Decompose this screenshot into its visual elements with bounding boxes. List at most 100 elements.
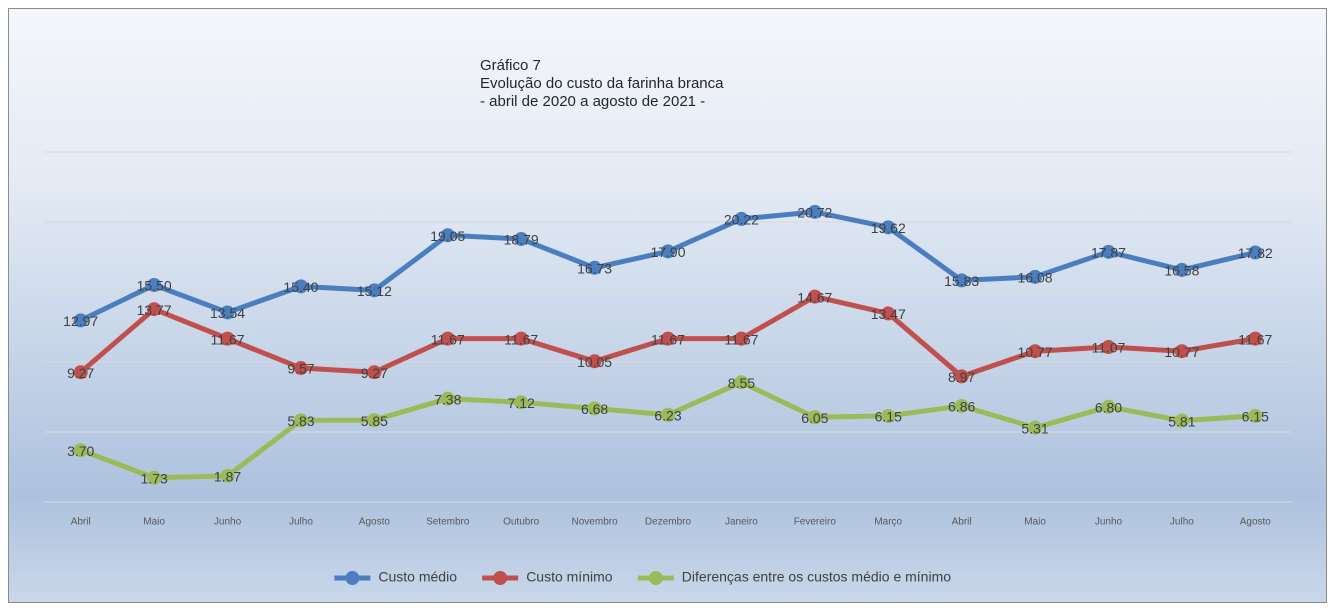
data-label: 11.67: [651, 331, 685, 347]
point-marker: [73, 365, 88, 380]
data-label: 12.97: [63, 313, 98, 329]
legend-label: Custo médio: [378, 569, 457, 585]
data-label: 15.40: [283, 279, 318, 295]
x-tick-label: Junho: [1095, 517, 1123, 528]
x-tick-label: Abril: [952, 517, 972, 528]
point-marker: [954, 398, 969, 413]
point-marker: [73, 313, 88, 328]
point-marker: [1174, 262, 1189, 277]
point-marker: [661, 407, 675, 422]
data-label: 6.86: [948, 399, 975, 415]
data-label: 17.90: [650, 244, 685, 260]
data-label: 10.77: [1164, 344, 1199, 360]
data-label: 19.62: [871, 220, 906, 236]
data-label: 20.22: [724, 212, 759, 228]
point-marker: [807, 204, 822, 219]
chart-subtitle: - abril de 2020 a agosto de 2021 -: [480, 93, 705, 110]
data-label: 5.81: [1168, 413, 1195, 429]
point-marker: [881, 220, 896, 235]
point-marker: [807, 289, 822, 304]
data-label: 14.67: [797, 289, 832, 305]
data-label: 15.12: [357, 283, 392, 299]
data-label: 5.83: [287, 413, 314, 429]
point-marker: [293, 361, 308, 376]
point-marker: [1101, 340, 1116, 355]
data-label: 20.72: [797, 205, 832, 221]
point-marker: [440, 331, 455, 346]
x-tick-label: Janeiro: [725, 517, 758, 528]
x-tick-label: Dezembro: [645, 517, 692, 528]
data-label: 9.27: [361, 365, 388, 381]
data-label: 13.77: [137, 302, 172, 318]
data-label: 5.85: [361, 413, 388, 429]
point-marker: [734, 211, 749, 226]
data-label: 7.38: [434, 391, 461, 407]
data-label: 6.15: [1242, 409, 1269, 425]
x-tick-label: Outubro: [503, 517, 540, 528]
legend-marker: [648, 571, 663, 585]
x-tick-label: Julho: [1170, 517, 1194, 528]
legend-marker: [493, 571, 508, 585]
x-tick-label: Março: [874, 517, 902, 528]
point-marker: [734, 375, 749, 390]
data-label: 17.87: [1091, 245, 1126, 261]
data-label: 11.67: [724, 331, 758, 347]
point-marker: [220, 331, 235, 346]
data-label: 6.23: [654, 407, 681, 423]
point-marker: [514, 331, 529, 346]
data-label: 6.80: [1095, 400, 1122, 416]
point-marker: [147, 302, 162, 317]
point-marker: [73, 443, 88, 458]
point-marker: [1101, 244, 1116, 259]
point-marker: [1174, 344, 1189, 359]
point-marker: [220, 305, 235, 320]
chart-title: Gráfico 7: [480, 57, 541, 74]
point-marker: [881, 306, 896, 321]
data-label: 10.05: [577, 354, 612, 370]
point-marker: [514, 395, 529, 410]
point-marker: [220, 468, 235, 483]
point-marker: [954, 369, 969, 384]
point-marker: [587, 401, 602, 416]
data-label: 6.15: [875, 409, 902, 425]
x-tick-label: Agosto: [1240, 517, 1272, 528]
chart-title: Evolução do custo da farinha branca: [480, 75, 724, 92]
legend-label: Custo mínimo: [526, 569, 613, 585]
data-label: 11.07: [1091, 340, 1125, 356]
point-marker: [1028, 344, 1043, 359]
point-marker: [367, 283, 382, 298]
data-label: 13.47: [871, 306, 906, 322]
point-marker: [587, 260, 602, 275]
data-label: 11.67: [504, 331, 538, 347]
data-label: 7.12: [508, 395, 535, 411]
point-marker: [1028, 420, 1043, 435]
x-tick-label: Fevereiro: [794, 517, 837, 528]
data-label: 19.05: [430, 228, 465, 244]
point-marker: [1174, 413, 1189, 428]
data-label: 15.50: [137, 278, 172, 294]
data-label: 17.82: [1238, 245, 1273, 261]
data-label: 1.73: [140, 470, 167, 486]
legend-label: Diferenças entre os custos médio e mínim…: [682, 569, 951, 585]
point-marker: [661, 331, 675, 346]
data-label: 18.79: [504, 232, 539, 248]
data-label: 5.31: [1021, 420, 1048, 436]
point-marker: [147, 278, 162, 292]
point-marker: [147, 470, 162, 485]
data-label: 3.70: [67, 443, 94, 459]
point-marker: [367, 365, 382, 380]
point-marker: [367, 413, 382, 428]
x-tick-label: Julho: [289, 517, 313, 528]
point-marker: [293, 413, 308, 428]
data-label: 9.27: [67, 365, 94, 381]
x-tick-label: Maio: [143, 517, 165, 528]
point-marker: [440, 391, 455, 406]
point-marker: [514, 231, 529, 246]
point-marker: [1248, 408, 1263, 423]
data-label: 11.67: [431, 331, 465, 347]
data-label: 11.67: [1238, 331, 1272, 347]
point-marker: [1248, 331, 1263, 346]
x-tick-label: Maio: [1024, 517, 1046, 528]
point-marker: [440, 228, 455, 243]
point-marker: [881, 408, 896, 423]
